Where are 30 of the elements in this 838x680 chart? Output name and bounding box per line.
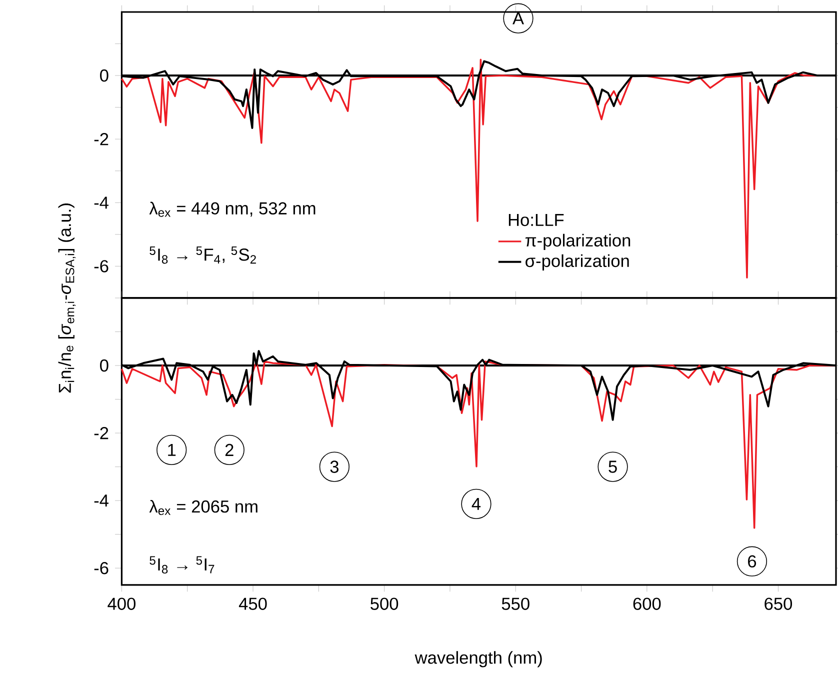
annotation: 3: [330, 460, 338, 473]
x-axis-title: wavelength (nm): [414, 651, 542, 668]
y-tick-label: -6: [94, 260, 108, 272]
y-tick-label: -4: [94, 494, 108, 507]
y-tick-label: 0: [100, 69, 108, 82]
x-tick-label: 500: [370, 598, 398, 610]
y-tick-label: -2: [94, 426, 108, 440]
annotation: 5: [608, 460, 617, 473]
annotation: 4: [472, 498, 481, 510]
legend-label: π-polarization: [526, 234, 630, 250]
x-tick-label: 450: [238, 598, 267, 610]
text: $^{5}$I$_{8}$ → $^{5}$F$_{4}$, $^{5}$S$_{2}$: [150, 246, 256, 264]
annotation: $^{5}$I$_{8}$ → $^{5}$I$_{7}$: [150, 556, 214, 574]
legend-label: σ-polarization: [526, 254, 629, 270]
annotation: A: [512, 12, 524, 24]
text: Σ$_{i}$n$_{i}$/n$_{e}$ [σ$_{em,i}$-σ$_{ESA,i}$] (a.u.): [58, 204, 76, 393]
annotation: 1: [168, 444, 176, 456]
x-tick-label: 600: [633, 598, 661, 610]
legend-title: Ho:LLF: [508, 214, 564, 226]
annotation: 6: [748, 555, 756, 568]
y-tick-label: -6: [94, 562, 108, 574]
annotation: 2: [225, 444, 234, 456]
y-tick-label: -4: [94, 196, 108, 209]
annotation: λ$_{ex}$ = 449 nm, 532 nm: [149, 202, 316, 217]
y-tick-label: -2: [94, 133, 108, 146]
x-tick-label: 550: [502, 598, 530, 610]
x-tick-label: 400: [108, 598, 136, 610]
x-tick-label: 650: [764, 598, 792, 610]
annotation: λ$_{ex}$ = 2065 nm: [149, 500, 258, 516]
y-tick-label: 0: [100, 359, 108, 372]
